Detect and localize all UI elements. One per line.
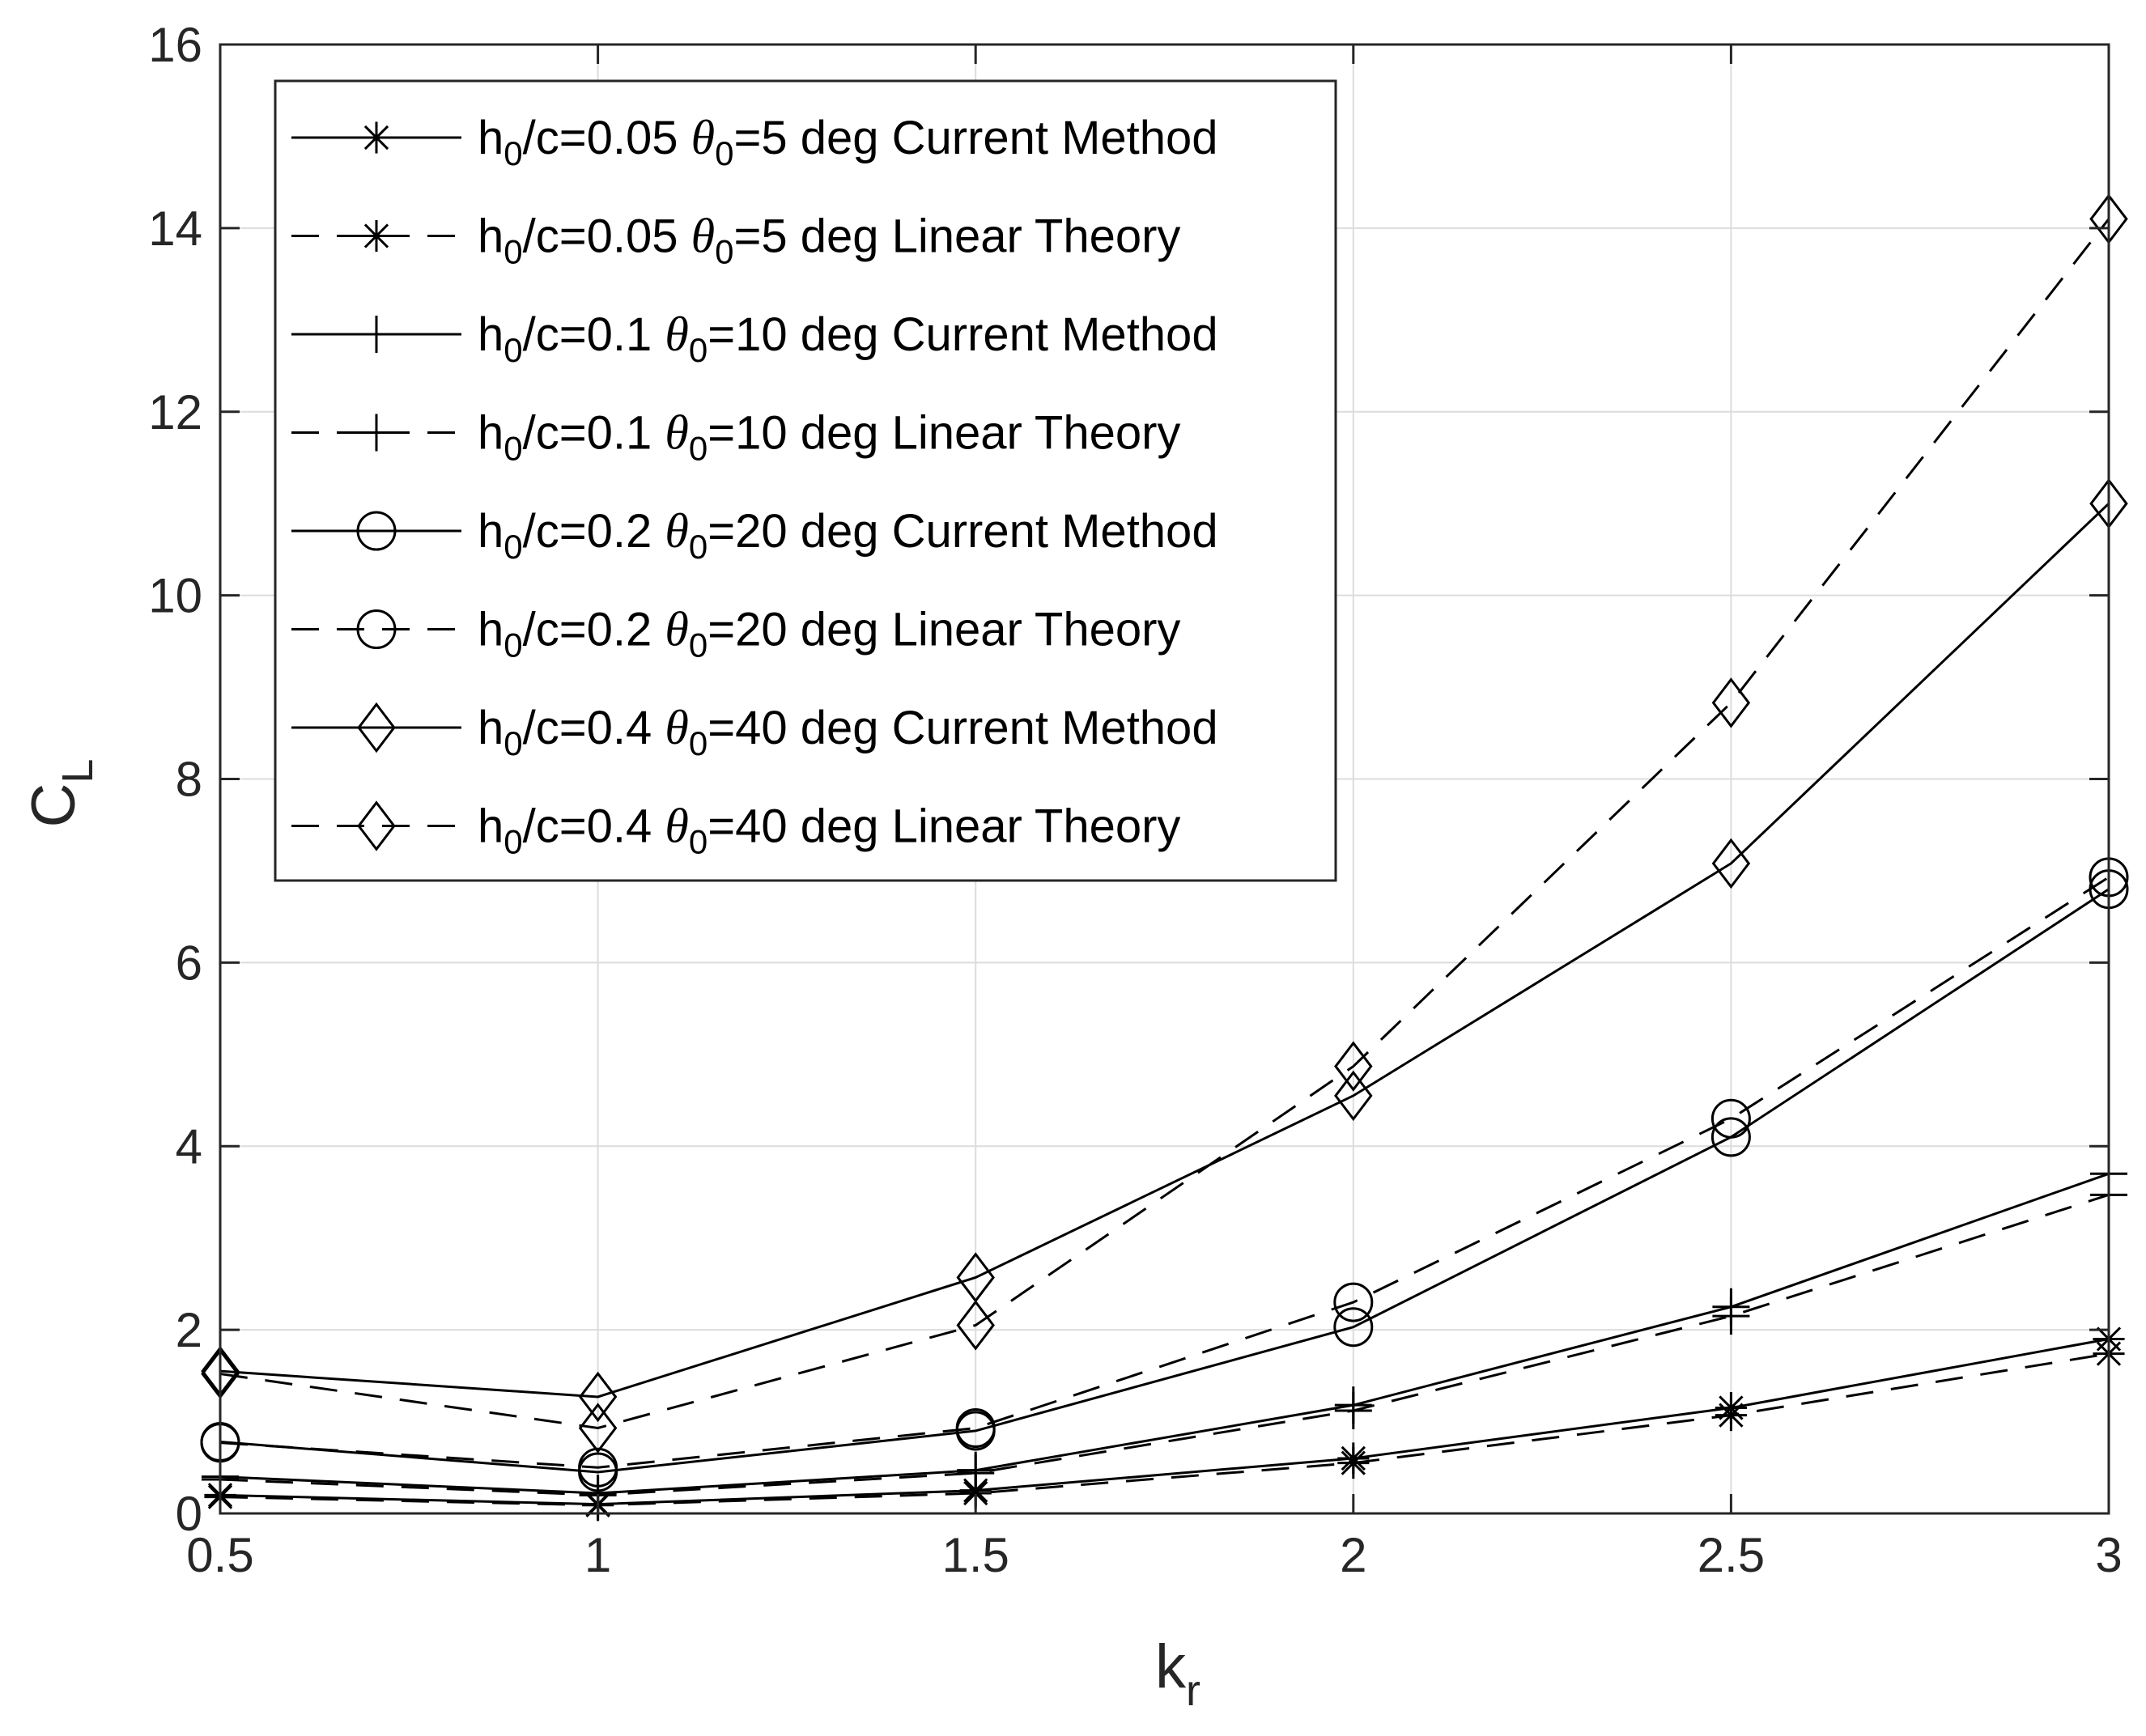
x-tick-label: 2 bbox=[1340, 1528, 1366, 1582]
data-point bbox=[578, 1371, 618, 1423]
y-tick-label: 6 bbox=[176, 936, 202, 990]
ticks bbox=[219, 43, 2110, 1515]
legend-label: h0/c=0.05 θ0=5 deg Linear Theory bbox=[478, 210, 1180, 271]
marker-diamond bbox=[1711, 838, 1751, 889]
data-point bbox=[1333, 1282, 1374, 1322]
marker-asterisk-d2 bbox=[1341, 1450, 1366, 1475]
legend-marker bbox=[357, 702, 396, 753]
series-line bbox=[219, 888, 2110, 1474]
legend-marker bbox=[360, 219, 393, 253]
y-axis-label: CL bbox=[19, 759, 102, 828]
data-point bbox=[1715, 1399, 1747, 1432]
legend-label: h0/c=0.1 θ0=10 deg Linear Theory bbox=[478, 406, 1180, 468]
marker-circle bbox=[356, 609, 397, 649]
legend-marker bbox=[356, 511, 397, 551]
y-tick-label: 12 bbox=[148, 385, 202, 439]
data-point bbox=[578, 1403, 618, 1454]
y-tick-label: 10 bbox=[148, 569, 202, 623]
data-point bbox=[1334, 1070, 1373, 1122]
tick-labels: 0.5 1 1.5 2 2.5 3 0 2 4 6 8 10 12 14 16 bbox=[148, 18, 2122, 1582]
series-line bbox=[219, 1193, 2110, 1496]
series-line bbox=[219, 218, 2110, 1430]
legend-entry: h0/c=0.1 θ0=10 deg Linear Theory bbox=[291, 406, 1180, 468]
legend-label: h0/c=0.2 θ0=20 deg Current Method bbox=[478, 504, 1218, 566]
legend-entry: h0/c=0.4 θ0=40 deg Linear Theory bbox=[291, 800, 1180, 861]
marker-diamond bbox=[1334, 1070, 1373, 1122]
legend-entry: h0/c=0.2 θ0=20 deg Current Method bbox=[291, 504, 1218, 566]
y-tick-label: 4 bbox=[176, 1119, 202, 1174]
data-point bbox=[1334, 1391, 1372, 1429]
legend-label: h0/c=0.1 θ0=10 deg Current Method bbox=[478, 308, 1218, 369]
x-tick-label: 1.5 bbox=[941, 1528, 1009, 1582]
legend: h0/c=0.05 θ0=5 deg Current Method h0/c=0.… bbox=[274, 79, 1337, 882]
marker-circle bbox=[356, 511, 397, 551]
data-point bbox=[1337, 1447, 1370, 1479]
data-point bbox=[1333, 1307, 1374, 1348]
marker-circle bbox=[1333, 1282, 1374, 1322]
y-tick-label: 16 bbox=[148, 18, 202, 72]
marker-diamond bbox=[956, 1300, 995, 1351]
data-point bbox=[1710, 1117, 1751, 1157]
legend-label: h0/c=0.4 θ0=40 deg Current Method bbox=[478, 701, 1218, 762]
series-line bbox=[219, 1337, 2110, 1506]
x-tick-label: 1 bbox=[584, 1528, 611, 1582]
marker-diamond bbox=[578, 1371, 618, 1423]
legend-box bbox=[274, 79, 1337, 882]
data-point bbox=[955, 1408, 996, 1449]
x-tick-label: 3 bbox=[2095, 1528, 2122, 1582]
data-point bbox=[1712, 1297, 1750, 1335]
legend-entry: h0/c=0.1 θ0=10 deg Current Method bbox=[291, 308, 1218, 369]
marker-asterisk-d2 bbox=[1719, 1403, 1744, 1428]
marker-circle bbox=[955, 1408, 996, 1449]
legend-label: h0/c=0.2 θ0=20 deg Linear Theory bbox=[478, 603, 1180, 664]
marker-diamond bbox=[1711, 677, 1751, 728]
marker-diamond bbox=[1334, 1041, 1373, 1092]
data-point bbox=[956, 1300, 995, 1351]
data-point bbox=[1334, 1041, 1373, 1092]
x-tick-label: 0.5 bbox=[186, 1528, 253, 1582]
legend-marker bbox=[360, 121, 393, 154]
series-line bbox=[219, 503, 2110, 1399]
series-line bbox=[219, 1172, 2110, 1495]
marker-diamond bbox=[578, 1403, 618, 1454]
x-axis-label: kr bbox=[1155, 1632, 1200, 1715]
marker-asterisk-d2 bbox=[963, 1480, 988, 1506]
marker-diamond bbox=[357, 800, 396, 851]
data-point bbox=[1710, 1098, 1751, 1139]
legend-entry: h0/c=0.2 θ0=20 deg Linear Theory bbox=[291, 603, 1180, 664]
marker-circle bbox=[1710, 1098, 1751, 1139]
y-tick-label: 0 bbox=[176, 1487, 202, 1541]
legend-marker bbox=[356, 609, 397, 649]
legend-label: h0/c=0.05 θ0=5 deg Current Method bbox=[478, 111, 1218, 172]
marker-circle bbox=[1710, 1117, 1751, 1157]
y-tick-label: 8 bbox=[176, 753, 202, 807]
marker-circle bbox=[578, 1447, 618, 1488]
marker-asterisk-d2 bbox=[363, 125, 389, 151]
legend-entry: h0/c=0.4 θ0=40 deg Current Method bbox=[291, 701, 1218, 762]
marker-asterisk-d2 bbox=[363, 223, 389, 248]
legend-entry: h0/c=0.05 θ0=5 deg Linear Theory bbox=[291, 210, 1180, 271]
legend-label: h0/c=0.4 θ0=40 deg Linear Theory bbox=[478, 800, 1180, 861]
legend-marker bbox=[358, 414, 395, 452]
marker-diamond bbox=[357, 702, 396, 753]
legend-marker bbox=[358, 316, 395, 353]
x-tick-label: 2.5 bbox=[1698, 1528, 1765, 1582]
data-point bbox=[957, 1454, 995, 1492]
series-line bbox=[219, 876, 2110, 1469]
legend-entry: h0/c=0.05 θ0=5 deg Current Method bbox=[291, 111, 1218, 172]
marker-circle bbox=[1333, 1307, 1374, 1348]
data-point bbox=[578, 1447, 618, 1488]
y-tick-label: 14 bbox=[148, 202, 202, 256]
legend-marker bbox=[357, 800, 396, 851]
y-tick-label: 2 bbox=[176, 1303, 202, 1357]
data-point bbox=[1711, 838, 1751, 889]
data-point bbox=[1711, 677, 1751, 728]
